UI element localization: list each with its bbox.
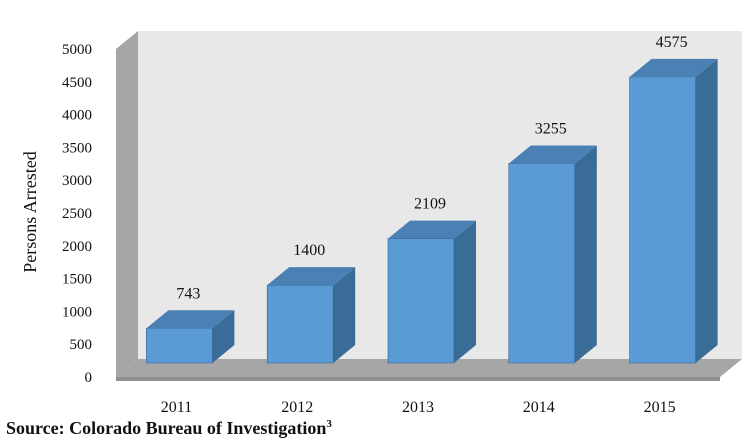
bar-top — [267, 267, 356, 286]
bar-side — [333, 267, 356, 363]
data-label: 743 — [176, 285, 200, 302]
source-note: Source: Colorado Bureau of Investigation… — [6, 418, 332, 439]
x-tick-label: 2014 — [523, 399, 555, 416]
chart-floor-front-edge — [116, 377, 720, 381]
y-tick-label: 4500 — [62, 75, 92, 91]
data-label: 4575 — [656, 34, 688, 51]
chart-floor — [116, 359, 742, 377]
bar-2011 — [146, 310, 235, 364]
y-tick-label: 3500 — [62, 140, 92, 156]
source-text: Source: Colorado Bureau of Investigation — [6, 418, 327, 438]
bar-side — [212, 310, 235, 363]
data-label: 2109 — [414, 196, 446, 213]
x-tick-label: 2012 — [281, 399, 313, 416]
y-tick-label: 5000 — [62, 42, 92, 58]
source-footnote-marker: 3 — [326, 418, 332, 430]
y-axis-label: Persons Arrested — [20, 151, 40, 272]
bar-top — [629, 58, 718, 77]
y-tick-label: 3000 — [62, 173, 92, 189]
bar-2014 — [508, 145, 597, 364]
x-tick-label: 2015 — [644, 399, 676, 416]
y-tick-label: 1500 — [62, 272, 92, 288]
bar-front — [146, 327, 213, 364]
bar-2012 — [266, 267, 356, 364]
bar-chart: 0 500 1000 1500 2000 2500 3000 3500 4000 4500 5000… — [20, 31, 742, 416]
bar-2015 — [629, 58, 718, 364]
bar-top — [388, 220, 476, 239]
y-tick-label: 2000 — [62, 239, 92, 255]
x-tick-label: 2011 — [161, 399, 192, 416]
bar-top — [508, 145, 597, 164]
chart-side-wall — [116, 31, 138, 377]
data-label: 3255 — [535, 120, 567, 137]
bar-front — [387, 238, 455, 364]
data-label: 1400 — [293, 242, 325, 259]
y-tick-label: 500 — [70, 337, 93, 353]
bar-front — [629, 76, 696, 364]
bar-side — [574, 145, 597, 363]
bar-front — [266, 284, 334, 364]
y-tick-label: 1000 — [62, 304, 92, 320]
bar-front — [508, 163, 576, 364]
bar-2013 — [387, 220, 476, 364]
bar-side — [695, 58, 718, 363]
y-tick-label: 0 — [85, 370, 93, 386]
x-tick-label: 2013 — [402, 399, 434, 416]
y-tick-label: 4000 — [62, 108, 92, 124]
bar-side — [454, 220, 476, 363]
y-tick-label: 2500 — [62, 206, 92, 222]
bar-top — [146, 310, 235, 329]
